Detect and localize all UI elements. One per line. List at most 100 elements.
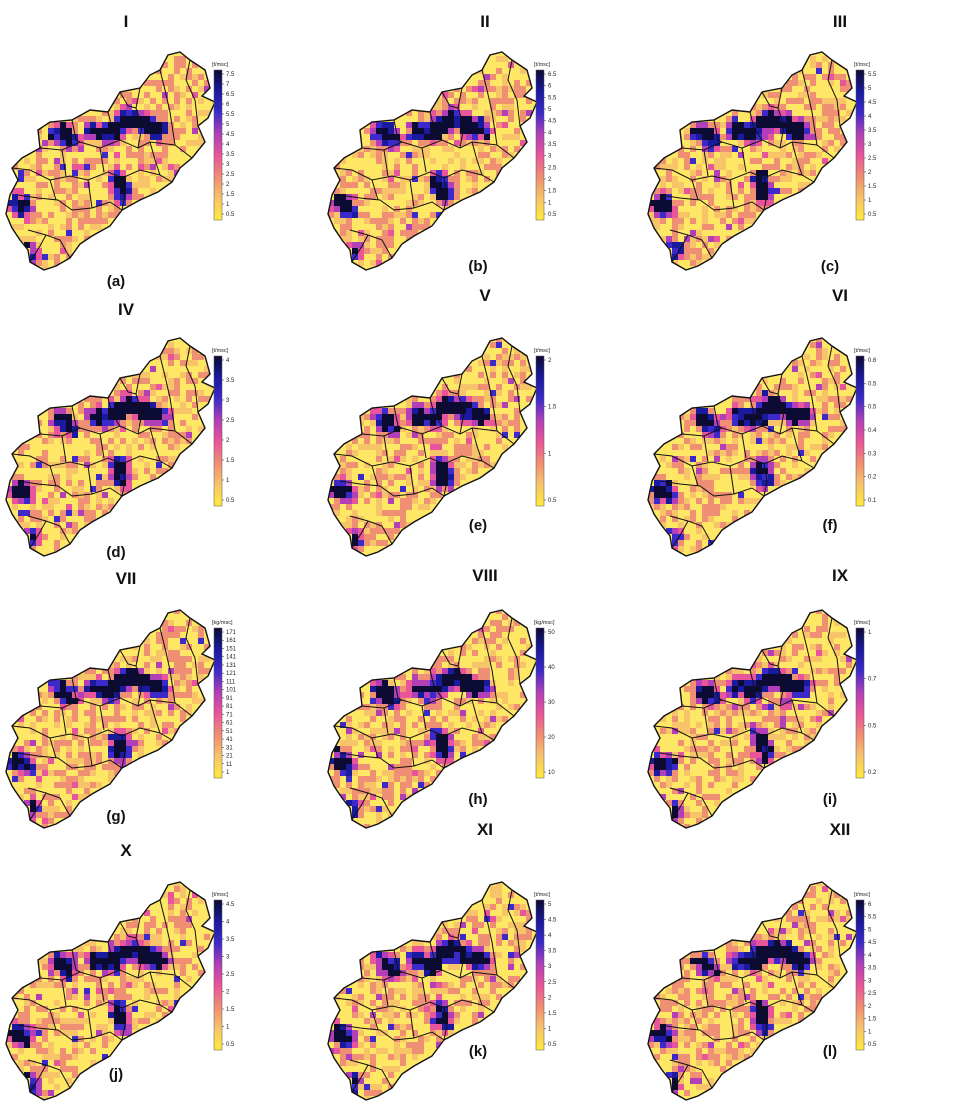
grid-cell — [666, 758, 672, 764]
grid-cell — [54, 722, 60, 728]
grid-cell — [346, 788, 352, 794]
legend-tick-label: 0.5 — [868, 381, 877, 387]
grid-cell — [90, 122, 96, 128]
grid-cell — [96, 116, 102, 122]
grid-cell — [78, 200, 84, 206]
grid-cell — [174, 104, 180, 110]
grid-cell — [726, 152, 732, 158]
grid-cell — [412, 498, 418, 504]
grid-cell — [198, 372, 204, 378]
grid-cell — [774, 686, 780, 692]
grid-cell — [388, 1018, 394, 1024]
grid-cell — [430, 474, 436, 480]
grid-cell — [660, 188, 666, 194]
grid-cell — [418, 116, 424, 122]
grid-cell — [514, 372, 520, 378]
grid-cell — [382, 686, 388, 692]
grid-cell — [448, 116, 454, 122]
grid-cell — [144, 662, 150, 668]
grid-cell — [406, 710, 412, 716]
grid-cell — [792, 98, 798, 104]
grid-cell — [798, 438, 804, 444]
grid-cell — [436, 480, 442, 486]
grid-cell — [156, 1006, 162, 1012]
grid-cell — [430, 722, 436, 728]
grid-cell — [508, 940, 514, 946]
grid-cell — [186, 408, 192, 414]
grid-cell — [720, 146, 726, 152]
grid-cell — [478, 740, 484, 746]
grid-cell — [90, 680, 96, 686]
grid-cell — [490, 988, 496, 994]
grid-cell — [78, 964, 84, 970]
grid-cell — [162, 438, 168, 444]
grid-cell — [412, 134, 418, 140]
grid-cell — [102, 212, 108, 218]
grid-cell — [144, 438, 150, 444]
grid-cell — [126, 752, 132, 758]
grid-cell — [66, 758, 72, 764]
grid-cell — [18, 764, 24, 770]
grid-cell — [472, 396, 478, 402]
grid-cell — [442, 982, 448, 988]
grid-cell — [132, 982, 138, 988]
grid-cell — [114, 940, 120, 946]
grid-cell — [496, 934, 502, 940]
grid-cell — [400, 152, 406, 158]
grid-cell — [502, 348, 508, 354]
grid-cell — [442, 716, 448, 722]
grid-cell — [786, 656, 792, 662]
grid-cell — [144, 104, 150, 110]
grid-cell — [418, 408, 424, 414]
grid-cell — [400, 1060, 406, 1066]
grid-cell — [672, 1048, 678, 1054]
grid-cell — [162, 626, 168, 632]
grid-cell — [798, 686, 804, 692]
grid-cell — [84, 958, 90, 964]
map-area — [6, 338, 215, 556]
grid-cell — [36, 1066, 42, 1072]
grid-cell — [400, 230, 406, 236]
grid-cell — [138, 1018, 144, 1024]
grid-cell — [168, 348, 174, 354]
grid-cell — [708, 516, 714, 522]
grid-cell — [822, 396, 828, 402]
legend-bar — [214, 900, 222, 1050]
grid-cell — [84, 432, 90, 438]
grid-cell — [418, 994, 424, 1000]
grid-cell — [502, 372, 508, 378]
grid-cell — [756, 438, 762, 444]
grid-cell — [654, 764, 660, 770]
grid-cell — [84, 952, 90, 958]
grid-cell — [834, 414, 840, 420]
grid-cell — [376, 468, 382, 474]
grid-cell — [72, 1048, 78, 1054]
grid-cell — [352, 510, 358, 516]
grid-cell — [388, 128, 394, 134]
grid-cell — [448, 674, 454, 680]
grid-cell — [144, 390, 150, 396]
grid-cell — [180, 970, 186, 976]
grid-cell — [448, 1012, 454, 1018]
grid-cell — [114, 946, 120, 952]
grid-cell — [192, 952, 198, 958]
grid-cell — [108, 1036, 114, 1042]
grid-cell — [192, 80, 198, 86]
grid-cell — [102, 128, 108, 134]
grid-cell — [174, 928, 180, 934]
grid-cell — [654, 200, 660, 206]
grid-cell — [750, 734, 756, 740]
grid-cell — [340, 788, 346, 794]
grid-cell — [54, 1018, 60, 1024]
grid-cell — [382, 408, 388, 414]
legend-bar — [536, 356, 544, 506]
grid-cell — [508, 134, 514, 140]
grid-cell — [828, 104, 834, 110]
grid-cell — [412, 686, 418, 692]
grid-cell — [346, 200, 352, 206]
grid-cell — [102, 122, 108, 128]
grid-cell — [30, 218, 36, 224]
grid-cell — [150, 408, 156, 414]
grid-cell — [466, 396, 472, 402]
grid-cell — [84, 414, 90, 420]
